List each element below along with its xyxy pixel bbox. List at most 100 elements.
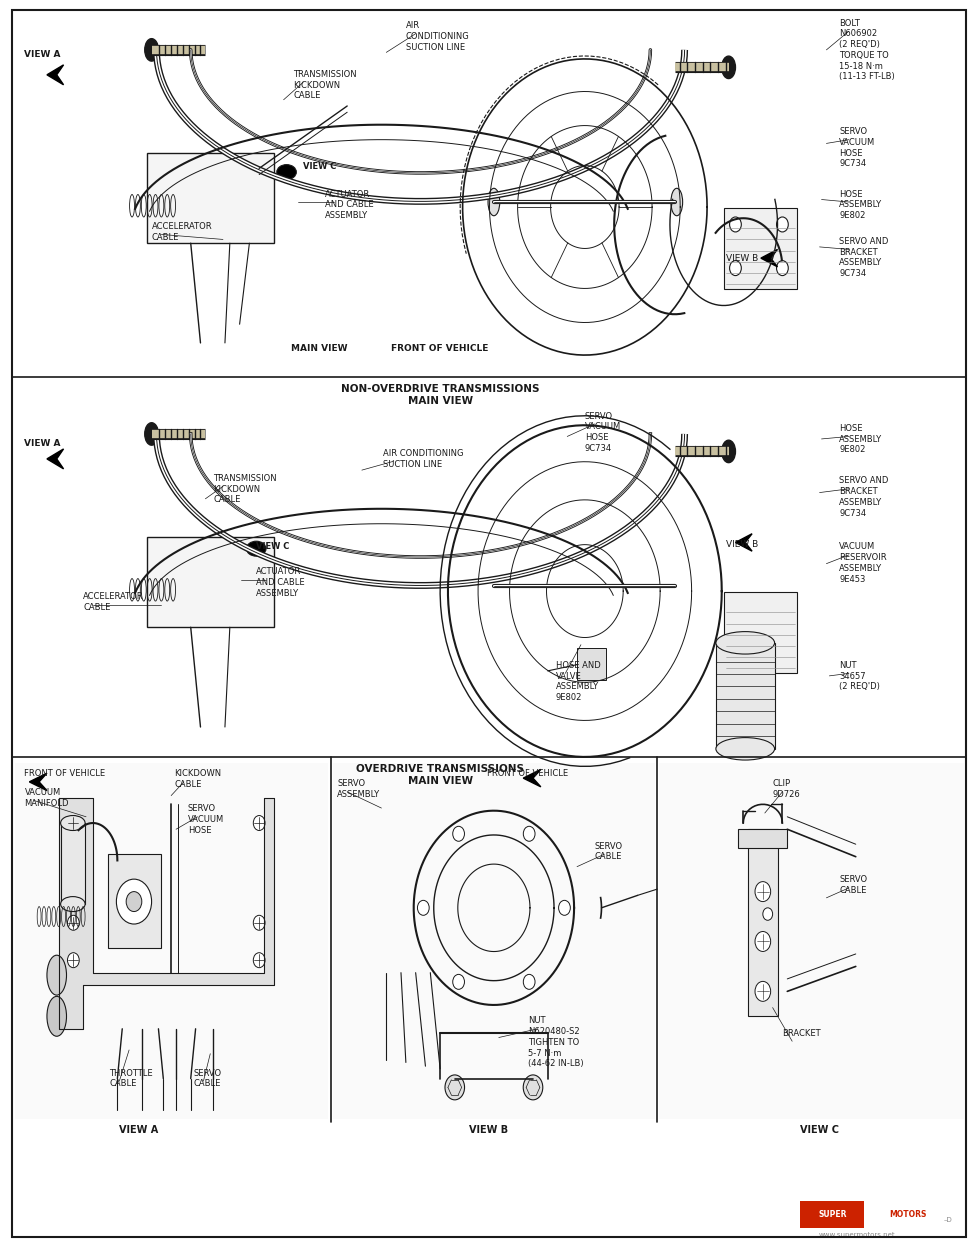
- Text: ACTUATOR
AND CABLE
ASSEMBLY: ACTUATOR AND CABLE ASSEMBLY: [256, 567, 305, 597]
- Bar: [61, 823, 85, 904]
- Text: SERVO
VACUUM
HOSE
9C734: SERVO VACUUM HOSE 9C734: [584, 412, 620, 453]
- Text: VIEW B: VIEW B: [469, 1125, 508, 1135]
- Polygon shape: [760, 249, 777, 267]
- Ellipse shape: [721, 440, 735, 463]
- Text: ACCELERATOR
CABLE: ACCELERATOR CABLE: [83, 592, 144, 612]
- Ellipse shape: [47, 996, 66, 1036]
- Text: SERVO
CABLE: SERVO CABLE: [838, 875, 867, 895]
- Circle shape: [253, 816, 265, 831]
- Circle shape: [558, 900, 570, 915]
- Text: MOTORS: MOTORS: [888, 1210, 925, 1220]
- Circle shape: [67, 915, 79, 930]
- Bar: [723, 208, 796, 289]
- Circle shape: [754, 932, 770, 951]
- Text: BOLT
N606902
(2 REQ'D)
TORQUE TO
15-18 N·m
(11-13 FT-LB): BOLT N606902 (2 REQ'D) TORQUE TO 15-18 N…: [838, 19, 894, 81]
- Text: SERVO
VACUUM
HOSE: SERVO VACUUM HOSE: [188, 804, 224, 834]
- Text: NON-OVERDRIVE TRANSMISSIONS
MAIN VIEW: NON-OVERDRIVE TRANSMISSIONS MAIN VIEW: [341, 384, 538, 407]
- Bar: [715, 643, 774, 748]
- Text: SERVO AND
BRACKET
ASSEMBLY
9C734: SERVO AND BRACKET ASSEMBLY 9C734: [838, 476, 887, 518]
- Circle shape: [523, 1075, 542, 1100]
- Polygon shape: [523, 769, 540, 787]
- Ellipse shape: [246, 541, 266, 556]
- Circle shape: [417, 900, 429, 915]
- Circle shape: [729, 217, 741, 232]
- Ellipse shape: [488, 188, 499, 216]
- Text: THROTTLE
CABLE: THROTTLE CABLE: [109, 1069, 153, 1089]
- Polygon shape: [735, 534, 751, 551]
- Bar: [576, 648, 606, 680]
- Ellipse shape: [145, 423, 158, 445]
- Ellipse shape: [715, 737, 774, 759]
- Text: TRANSMISSION
KICKDOWN
CABLE: TRANSMISSION KICKDOWN CABLE: [213, 474, 276, 504]
- Circle shape: [116, 879, 151, 924]
- Text: SERVO
CABLE: SERVO CABLE: [594, 842, 622, 862]
- Circle shape: [776, 261, 787, 276]
- Text: VIEW C: VIEW C: [799, 1125, 838, 1135]
- Circle shape: [729, 261, 741, 276]
- Bar: [147, 153, 274, 243]
- Text: VIEW A: VIEW A: [119, 1125, 158, 1135]
- Bar: [723, 592, 796, 673]
- Text: SUPER: SUPER: [817, 1210, 846, 1220]
- Text: VIEW C: VIEW C: [256, 542, 289, 551]
- Ellipse shape: [61, 816, 85, 831]
- Circle shape: [754, 882, 770, 902]
- Text: KICKDOWN
CABLE: KICKDOWN CABLE: [174, 769, 221, 789]
- Text: HOSE
ASSEMBLY
9E802: HOSE ASSEMBLY 9E802: [838, 424, 881, 454]
- Circle shape: [126, 892, 142, 912]
- Text: FRONT OF VEHICLE: FRONT OF VEHICLE: [487, 769, 568, 778]
- Circle shape: [523, 974, 534, 989]
- Text: HOSE AND
VALVE
ASSEMBLY
9E802: HOSE AND VALVE ASSEMBLY 9E802: [555, 661, 600, 702]
- Text: VIEW B: VIEW B: [725, 254, 757, 263]
- Bar: [863, 1201, 951, 1228]
- Circle shape: [452, 827, 464, 842]
- Bar: [107, 854, 161, 948]
- Text: NUT
N620480-S2
TIGHTEN TO
5-7 N·m
(44-62 IN-LB): NUT N620480-S2 TIGHTEN TO 5-7 N·m (44-62…: [528, 1016, 583, 1069]
- Bar: [15, 763, 327, 1119]
- Text: BRACKET: BRACKET: [782, 1029, 820, 1038]
- Ellipse shape: [670, 188, 682, 216]
- Text: VIEW A: VIEW A: [24, 50, 61, 59]
- Text: AIR CONDITIONING
SUCTION LINE: AIR CONDITIONING SUCTION LINE: [383, 449, 463, 469]
- Circle shape: [253, 953, 265, 968]
- Bar: [747, 829, 777, 1016]
- Ellipse shape: [276, 165, 296, 180]
- Text: OVERDRIVE TRANSMISSIONS
MAIN VIEW: OVERDRIVE TRANSMISSIONS MAIN VIEW: [356, 764, 524, 787]
- Ellipse shape: [715, 631, 774, 653]
- Text: VIEW B: VIEW B: [725, 540, 757, 549]
- Circle shape: [754, 981, 770, 1001]
- Bar: [658, 763, 963, 1119]
- Text: ACTUATOR
AND CABLE
ASSEMBLY: ACTUATOR AND CABLE ASSEMBLY: [324, 190, 373, 219]
- Text: SERVO
CABLE: SERVO CABLE: [193, 1069, 222, 1089]
- Bar: [332, 763, 655, 1119]
- Text: AIR
CONDITIONING
SUCTION LINE: AIR CONDITIONING SUCTION LINE: [405, 21, 469, 51]
- Ellipse shape: [145, 39, 158, 61]
- Polygon shape: [59, 798, 274, 1029]
- Text: TRANSMISSION
KICKDOWN
CABLE: TRANSMISSION KICKDOWN CABLE: [293, 70, 357, 100]
- Circle shape: [253, 915, 265, 930]
- Circle shape: [67, 816, 79, 831]
- Text: SERVO AND
BRACKET
ASSEMBLY
9C734: SERVO AND BRACKET ASSEMBLY 9C734: [838, 237, 887, 278]
- Text: HOSE
ASSEMBLY
9E802: HOSE ASSEMBLY 9E802: [838, 190, 881, 219]
- Polygon shape: [29, 773, 47, 791]
- Circle shape: [67, 953, 79, 968]
- Text: VACUUM
MANIFOLD: VACUUM MANIFOLD: [24, 788, 69, 808]
- Text: VIEW C: VIEW C: [303, 162, 336, 171]
- Ellipse shape: [47, 955, 66, 995]
- Text: ACCELERATOR
CABLE: ACCELERATOR CABLE: [151, 222, 212, 242]
- Circle shape: [523, 827, 534, 842]
- Text: NUT
34657
(2 REQ'D): NUT 34657 (2 REQ'D): [838, 661, 879, 691]
- Text: FRONT OF VEHICLE: FRONT OF VEHICLE: [391, 344, 488, 353]
- Text: MAIN VIEW: MAIN VIEW: [291, 344, 348, 353]
- Bar: [738, 829, 786, 848]
- Circle shape: [445, 1075, 464, 1100]
- Circle shape: [762, 908, 772, 920]
- Circle shape: [776, 217, 787, 232]
- Ellipse shape: [61, 897, 85, 912]
- Ellipse shape: [721, 56, 735, 79]
- Polygon shape: [47, 449, 64, 469]
- Text: SERVO
VACUUM
HOSE
9C734: SERVO VACUUM HOSE 9C734: [838, 127, 874, 168]
- Text: –D: –D: [943, 1217, 951, 1222]
- Bar: [799, 1201, 863, 1228]
- Polygon shape: [47, 65, 64, 85]
